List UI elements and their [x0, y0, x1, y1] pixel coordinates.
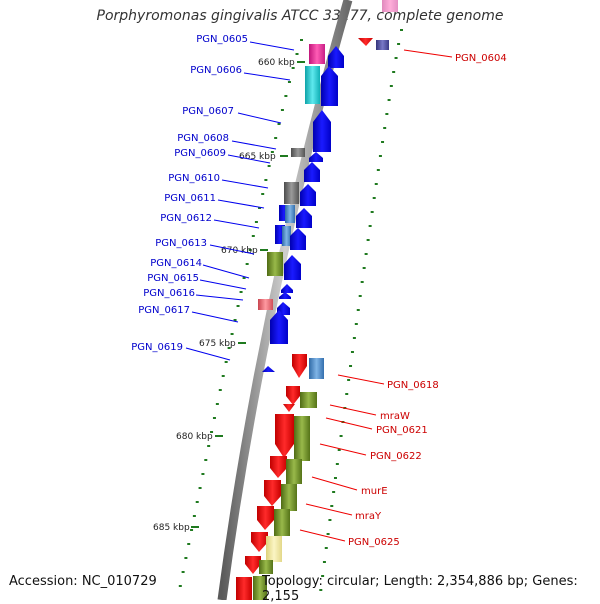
gene-label: mraY [355, 511, 382, 522]
gene-PGN_0609-arrow [309, 152, 323, 162]
scale-label: 685 kbp [153, 523, 190, 533]
gene-PGN_0618-marker [309, 358, 324, 379]
gene-label: PGN_0605 [196, 34, 248, 45]
gene-label: PGN_0610 [168, 173, 220, 184]
gene-PGN_0616-arrow [279, 292, 291, 299]
gene-label: PGN_0611 [164, 193, 216, 204]
gene-label: PGN_0619 [131, 342, 183, 353]
scale-label: 660 kbp [258, 58, 295, 68]
gene-PGN_0617-arrow2 [270, 310, 288, 344]
gene-PGN_0616-marker [258, 299, 273, 310]
gene-mraY-arrow [257, 506, 274, 530]
gene-label: PGN_0607 [182, 106, 234, 117]
forward-genes [258, 44, 344, 372]
gene-PGN_0611-arrow [300, 184, 316, 206]
scale-ticks [191, 61, 305, 528]
gene-label: PGN_0621 [376, 425, 428, 436]
gene-red-a [270, 456, 287, 478]
reverse-genes [236, 0, 398, 600]
gene-label: PGN_0622 [370, 451, 422, 462]
gene-PGN_0625-arrow [251, 532, 268, 552]
gene-mraY-marker [274, 509, 290, 536]
scale-label: 665 kbp [239, 152, 276, 162]
gene-PGN_0614-arrow [284, 255, 301, 280]
gene-PGN_0618-arrow [292, 354, 307, 378]
reverse-leaders [299, 49, 453, 542]
gene-PGN_0613-marker [267, 252, 283, 276]
gc-content-track [178, 29, 403, 591]
gene-PGN_0604-arrow [358, 38, 373, 46]
gene-red-b [245, 556, 261, 574]
scale-label: 680 kbp [176, 432, 213, 442]
gene-label: PGN_0617 [138, 305, 190, 316]
forward-labels: PGN_0605 PGN_0606 PGN_0607 PGN_0608 PGN_… [131, 34, 248, 353]
gene-olive-c [259, 560, 273, 574]
gene-PGN_0612-marker2 [282, 226, 291, 246]
accession-text: Accession: NC_010729 [9, 574, 157, 589]
map-title: Porphyromonas gingivalis ATCC 33277, com… [96, 8, 504, 24]
gene-label: PGN_0612 [160, 213, 212, 224]
forward-leaders [185, 41, 295, 361]
gene-PGN_0622-arrow [275, 414, 294, 458]
gene-PGN_0610-marker [284, 182, 299, 204]
gene-PGN_0621-arrow [283, 404, 295, 412]
gene-label: PGN_0618 [387, 380, 439, 391]
gene-PGN_0606-arrow [321, 66, 338, 106]
gene-olive-b [286, 459, 302, 484]
gene-label: PGN_0604 [455, 53, 507, 64]
gene-mraW-marker [300, 392, 317, 408]
gene-label: PGN_0614 [150, 258, 202, 269]
gene-PGN_0610-arrow [304, 162, 320, 182]
gene-PGN_0619-arrow [262, 366, 275, 372]
gene-mraW-arrow [286, 386, 300, 405]
gene-label: PGN_0613 [155, 238, 207, 249]
gene-PGN_0613-arrow [290, 228, 306, 250]
scale-label: 675 kbp [199, 339, 236, 349]
gene-murE-arrow [264, 480, 281, 506]
gene-red-c [236, 577, 252, 600]
gene-olive-d [253, 576, 267, 600]
gene-label: mraW [380, 411, 410, 422]
gene-PGN_0612-arrow [296, 208, 312, 228]
gene-label: PGN_0615 [147, 273, 199, 284]
gene-label: PGN_0608 [177, 133, 229, 144]
reverse-labels: PGN_0604 PGN_0618 mraW PGN_0621 PGN_0622… [348, 53, 507, 548]
gene-PGN_0605-arrow [328, 46, 344, 68]
gene-label: PGN_0606 [190, 65, 242, 76]
gene-PGN_0608-marker [291, 148, 305, 157]
gene-pink-top [382, 0, 398, 12]
gene-label: murE [361, 486, 388, 497]
gene-PGN_0606-marker [305, 66, 320, 104]
gene-PGN_0622-marker [294, 416, 310, 461]
gene-label: PGN_0625 [348, 537, 400, 548]
gene-murE-marker [281, 484, 297, 511]
gene-PGN_0615-arrow [281, 284, 293, 293]
gene-PGN_0605-marker [309, 44, 325, 64]
gene-PGN_0604-marker [376, 40, 389, 50]
gene-label: PGN_0616 [143, 288, 195, 299]
gene-PGN_0611-marker2 [285, 205, 295, 223]
gene-PGN_0607-arrow [313, 110, 331, 152]
gene-label: PGN_0609 [174, 148, 226, 159]
gene-PGN_0625-marker [266, 536, 282, 562]
